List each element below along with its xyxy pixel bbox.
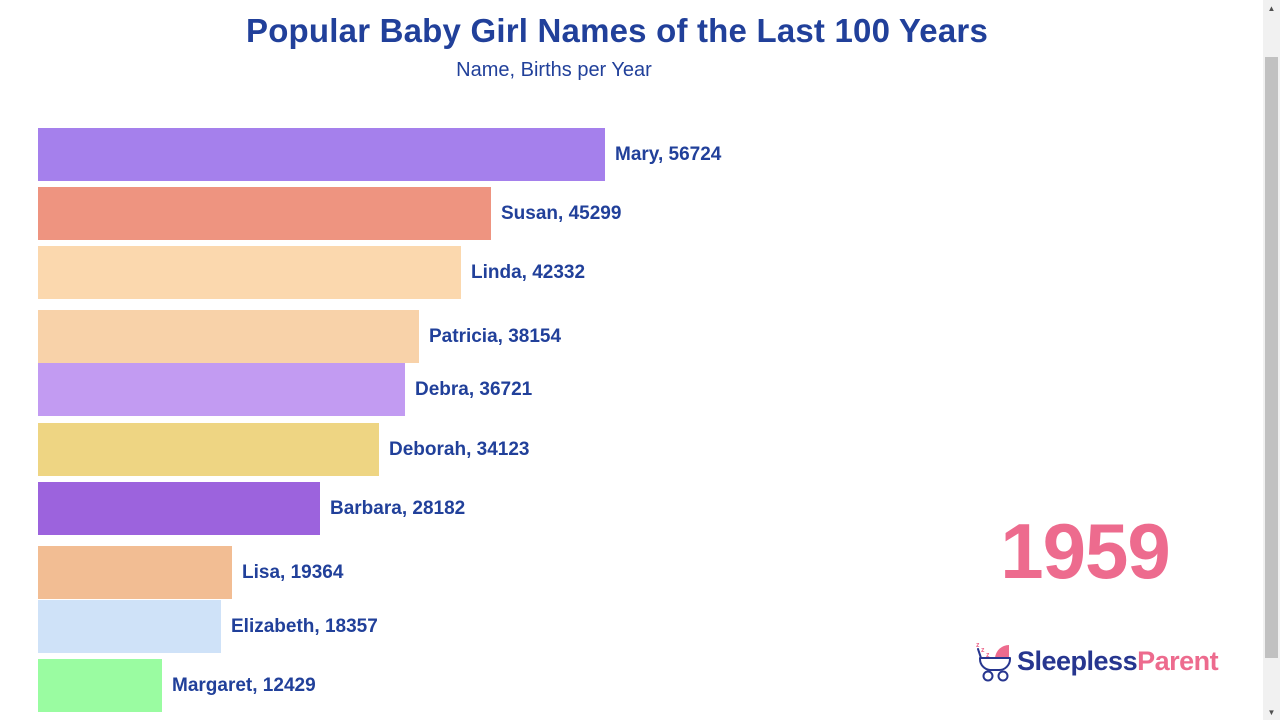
bar-patricia bbox=[38, 310, 419, 363]
stroller-canopy bbox=[995, 644, 1009, 658]
bar-barbara bbox=[38, 482, 320, 535]
bar-row: Margaret, 12429 bbox=[38, 659, 316, 712]
bar-value-label: Lisa, 19364 bbox=[242, 561, 344, 583]
scroll-up-arrow-icon[interactable]: ▲ bbox=[1267, 3, 1276, 13]
stroller-handle bbox=[977, 648, 982, 659]
brand-logo: z z z SleeplessParent bbox=[974, 639, 1219, 683]
bar-value-label: Debra, 36721 bbox=[415, 378, 533, 400]
scroll-down-arrow-icon[interactable]: ▼ bbox=[1267, 707, 1276, 717]
bar-elizabeth bbox=[38, 600, 221, 653]
bar-value-label: Barbara, 28182 bbox=[330, 497, 466, 519]
bar-row: Deborah, 34123 bbox=[38, 423, 529, 476]
stroller-icon: z z z bbox=[976, 642, 1011, 682]
bar-row: Linda, 42332 bbox=[38, 246, 585, 299]
bar-lisa bbox=[38, 546, 232, 599]
bar-susan bbox=[38, 187, 491, 240]
bar-row: Mary, 56724 bbox=[38, 128, 721, 181]
bar-value-label: Linda, 42332 bbox=[471, 261, 586, 283]
bar-row: Debra, 36721 bbox=[38, 363, 532, 416]
zzz-letter: z bbox=[976, 642, 980, 649]
bar-row: Barbara, 28182 bbox=[38, 482, 465, 535]
scrollbar-thumb[interactable] bbox=[1265, 57, 1278, 658]
bar-row: Elizabeth, 18357 bbox=[38, 600, 378, 653]
year-label: 1959 bbox=[1000, 507, 1171, 595]
bar-row: Patricia, 38154 bbox=[38, 310, 561, 363]
stroller-basket bbox=[978, 657, 1011, 671]
bar-margaret bbox=[38, 659, 162, 712]
bar-value-label: Mary, 56724 bbox=[615, 143, 722, 165]
chart-title: Popular Baby Girl Names of the Last 100 … bbox=[245, 12, 989, 49]
logo-parent: Parent bbox=[1137, 645, 1219, 676]
bar-value-label: Susan, 45299 bbox=[501, 202, 622, 224]
stroller-wheel bbox=[982, 670, 994, 682]
stroller-wheel bbox=[997, 670, 1009, 682]
chart-subtitle: Name, Births per Year bbox=[456, 59, 652, 81]
bar-row: Susan, 45299 bbox=[38, 187, 621, 240]
bar-value-label: Elizabeth, 18357 bbox=[231, 615, 378, 637]
bar-value-label: Patricia, 38154 bbox=[429, 325, 562, 347]
bar-row: Lisa, 19364 bbox=[38, 546, 343, 599]
zzz-letter: z bbox=[986, 652, 990, 659]
bar-deborah bbox=[38, 423, 379, 476]
bar-value-label: Margaret, 12429 bbox=[172, 674, 316, 696]
logo-sleepless: Sleepless bbox=[1017, 645, 1138, 676]
bar-mary bbox=[38, 128, 605, 181]
bar-debra bbox=[38, 363, 405, 416]
vertical-scrollbar[interactable]: ▲ ▼ bbox=[1263, 0, 1280, 720]
bar-value-label: Deborah, 34123 bbox=[389, 438, 530, 460]
zzz-letter: z bbox=[981, 647, 985, 654]
bar-linda bbox=[38, 246, 461, 299]
logo-text: SleeplessParent bbox=[1017, 645, 1219, 677]
